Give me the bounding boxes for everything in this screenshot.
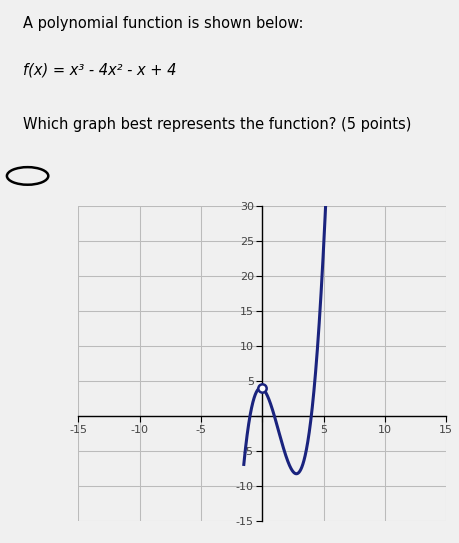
Text: A polynomial function is shown below:: A polynomial function is shown below: (23, 16, 303, 30)
Text: f(x) = x³ - 4x² - x + 4: f(x) = x³ - 4x² - x + 4 (23, 62, 176, 78)
Text: Which graph best represents the function? (5 points): Which graph best represents the function… (23, 117, 410, 132)
